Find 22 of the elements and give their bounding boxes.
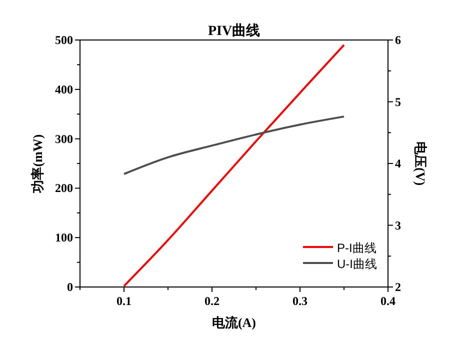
y2-tick-label: 5 [395, 94, 401, 109]
y2-tick-label: 2 [395, 280, 401, 294]
y2-tick-label: 6 [395, 33, 401, 47]
y2-tick-label: 4 [395, 156, 401, 170]
x-axis-title: 电流(A) [212, 315, 256, 330]
x-tick-label: 0.2 [204, 294, 220, 308]
chart-title: PIV曲线 [208, 23, 260, 39]
legend-label: U-I曲线 [337, 257, 377, 271]
x-tick-label: 0.4 [380, 294, 396, 308]
x-tick-label: 0.3 [292, 294, 308, 308]
y2-tick-label: 3 [395, 218, 401, 232]
x-tick-label: 0.1 [116, 294, 132, 308]
y-tick-label: 500 [55, 33, 73, 47]
y-tick-label: 100 [55, 230, 73, 245]
y-tick-label: 400 [55, 82, 73, 96]
y2-axis-title: 电压(V) [413, 141, 428, 186]
y-tick-label: 300 [55, 132, 73, 146]
y-tick-label: 0 [67, 280, 73, 294]
y-axis-title: 功率(mW) [30, 134, 45, 194]
legend-label: P-I曲线 [337, 241, 376, 255]
y-tick-label: 200 [55, 181, 73, 196]
line-series [123, 116, 345, 175]
